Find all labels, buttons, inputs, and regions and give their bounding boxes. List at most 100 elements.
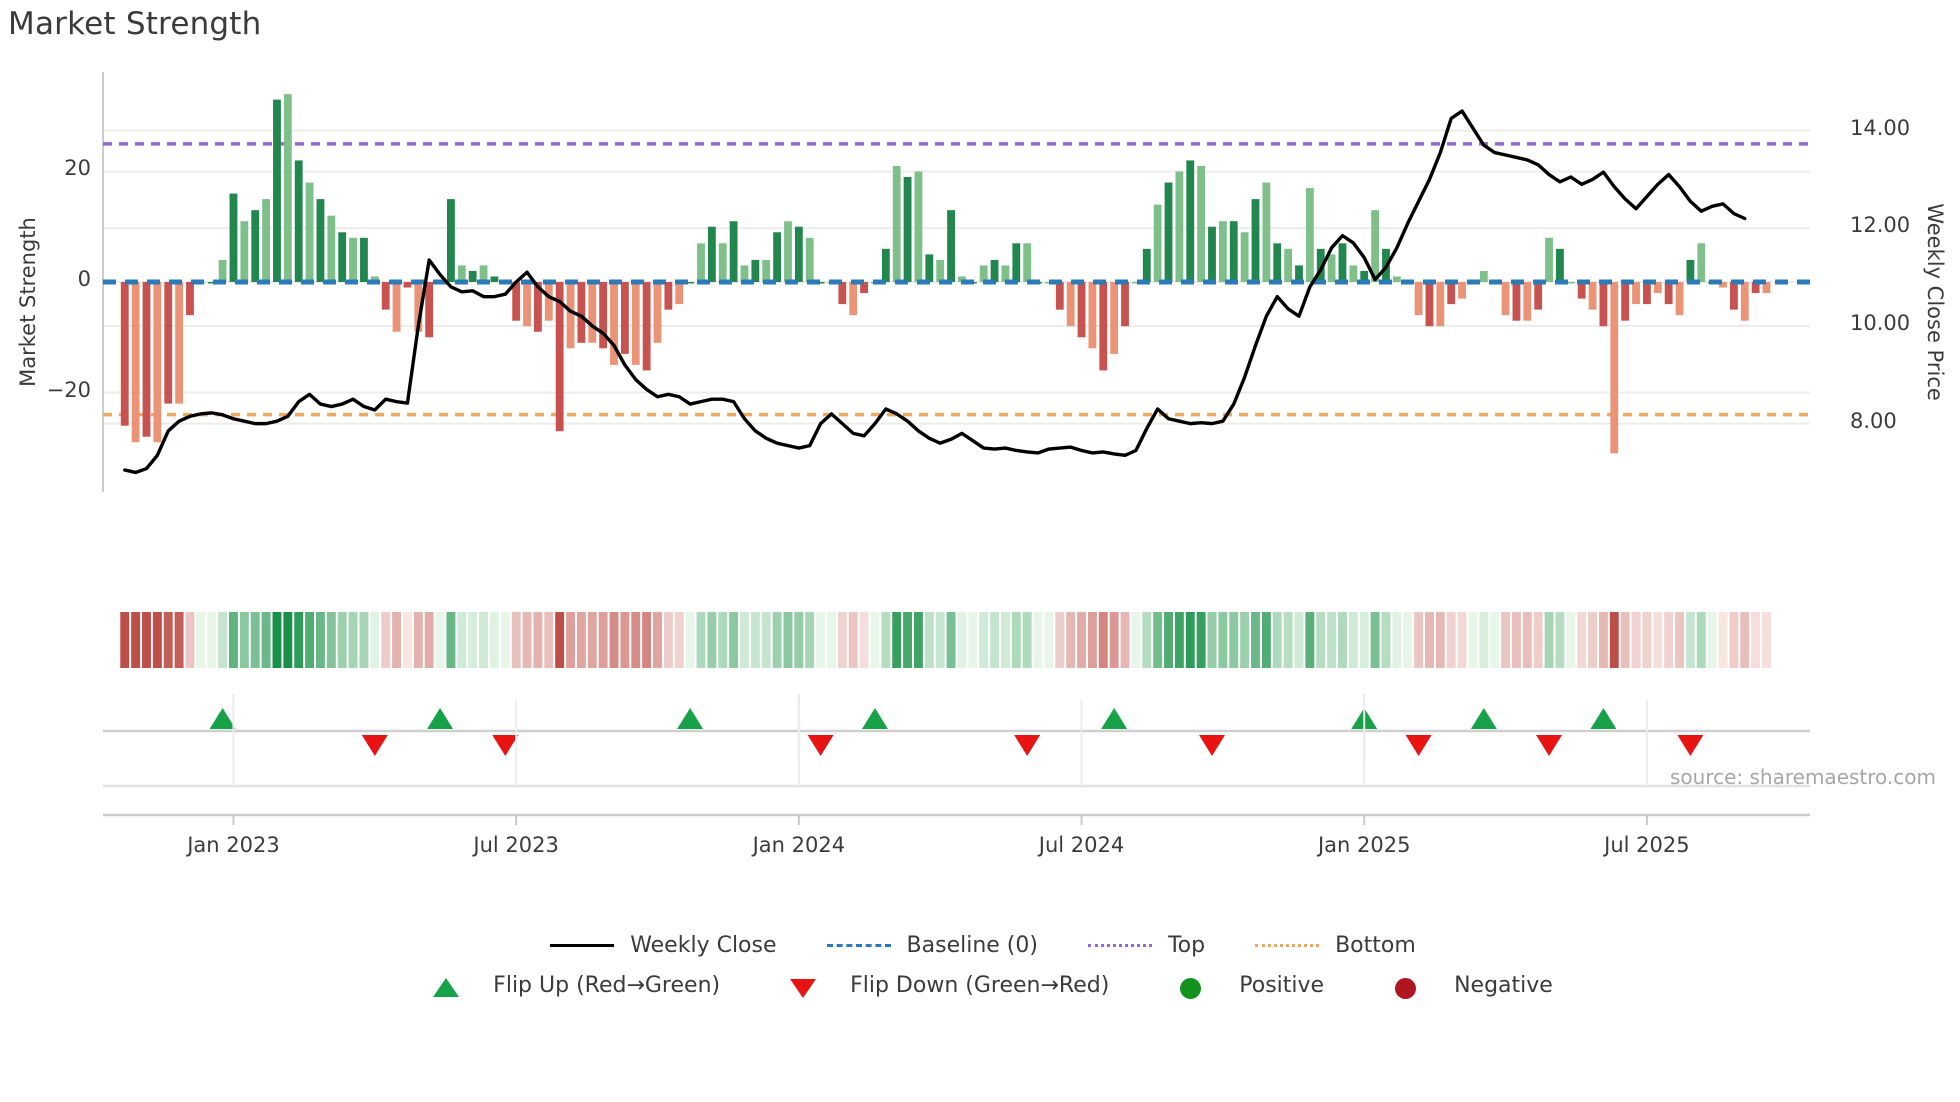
strength-bar xyxy=(349,237,357,282)
legend-label: Flip Down (Green→Red) xyxy=(850,972,1110,998)
strength-bar xyxy=(153,282,162,443)
heatmap-cell xyxy=(827,612,836,668)
flip-down-marker[interactable] xyxy=(1014,735,1041,756)
heatmap-cell xyxy=(1196,612,1206,668)
heatmap-cell xyxy=(402,612,412,668)
dotted-line-swatch-icon xyxy=(1249,930,1325,960)
strength-bar xyxy=(1164,182,1173,282)
strength-bar xyxy=(979,265,988,282)
strength-bar xyxy=(577,282,586,343)
strength-bar xyxy=(1023,243,1032,282)
flip-down-marker[interactable] xyxy=(1199,735,1226,756)
heatmap-cell xyxy=(1142,612,1152,668)
heatmap-cell xyxy=(859,612,869,668)
heatmap-cell xyxy=(913,612,923,668)
strength-bar xyxy=(881,248,890,282)
flip-down-marker[interactable] xyxy=(1536,735,1563,756)
legend-item-flip-down[interactable]: Flip Down (Green→Red) xyxy=(764,965,1109,1005)
legend-item-positive[interactable]: Positive xyxy=(1153,965,1324,1005)
heatmap-cell xyxy=(120,612,130,668)
legend-item-negative[interactable]: Negative xyxy=(1368,965,1553,1005)
strength-bar xyxy=(697,243,705,282)
flip-up-marker[interactable] xyxy=(427,708,454,729)
flip-down-marker[interactable] xyxy=(1677,735,1704,756)
strength-bar xyxy=(610,282,618,365)
strength-bar xyxy=(1338,243,1347,282)
heatmap-cell xyxy=(1000,612,1010,668)
strength-bar xyxy=(1316,248,1325,282)
strength-bar xyxy=(566,282,575,349)
flip-down-marker[interactable] xyxy=(807,735,834,756)
legend-item-bottom[interactable]: Bottom xyxy=(1249,925,1416,965)
heatmap-cell xyxy=(1305,612,1315,668)
heatmap-cell xyxy=(185,612,195,668)
flip-up-marker[interactable] xyxy=(1470,708,1497,729)
strength-bar xyxy=(1458,282,1466,299)
strength-bar xyxy=(1012,243,1021,282)
flip-up-marker[interactable] xyxy=(677,708,704,729)
strength-bar xyxy=(936,259,945,282)
legend-item-baseline[interactable]: Baseline (0) xyxy=(821,925,1038,965)
heatmap-cell xyxy=(305,612,315,668)
legend-item-weekly-close[interactable]: Weekly Close xyxy=(544,925,777,965)
heatmap-cell xyxy=(424,612,434,668)
heatmap-cell xyxy=(1044,612,1054,668)
circle-red-icon xyxy=(1368,970,1444,1000)
date-axis-tick-label: Jan 2025 xyxy=(1317,833,1411,857)
heatmap-cell xyxy=(892,612,902,668)
strength-bar xyxy=(620,282,629,354)
strength-bar xyxy=(599,282,608,349)
strength-bar xyxy=(1305,188,1314,282)
heatmap-cell xyxy=(1098,612,1108,668)
date-axis-tick-label: Jul 2025 xyxy=(1604,833,1690,857)
strength-bar xyxy=(805,237,814,282)
line-swatch-icon xyxy=(544,930,620,960)
market-strength-plot xyxy=(102,72,1810,825)
strength-bar xyxy=(1240,232,1249,282)
heatmap-cell xyxy=(1501,612,1511,668)
heatmap-cell xyxy=(239,612,249,668)
heatmap-cell xyxy=(1077,612,1086,668)
heatmap-cell xyxy=(142,612,151,668)
strength-bar xyxy=(1664,282,1673,305)
flip-up-marker[interactable] xyxy=(209,708,236,729)
strength-bar xyxy=(892,165,901,282)
strength-bar xyxy=(1273,243,1282,282)
strength-bar xyxy=(490,276,499,282)
heatmap-cell xyxy=(1403,612,1413,668)
bars-group xyxy=(120,94,1771,454)
circle-green-icon xyxy=(1153,970,1229,1000)
strength-bar xyxy=(849,282,858,316)
heatmap-cell xyxy=(761,612,771,668)
strength-bar xyxy=(664,282,673,310)
heatmap-cell xyxy=(381,612,391,668)
heatmap-cell xyxy=(837,612,847,668)
legend-item-flip-up[interactable]: Flip Up (Red→Green) xyxy=(407,965,720,1005)
strength-bar xyxy=(1599,282,1608,327)
flip-down-marker[interactable] xyxy=(1405,735,1432,756)
heatmap-cell xyxy=(1294,612,1304,668)
strength-bar xyxy=(207,282,216,284)
flip-down-marker[interactable] xyxy=(492,735,519,756)
strength-bar xyxy=(1697,243,1706,282)
heatmap-cell xyxy=(315,612,325,668)
heatmap-cell xyxy=(1207,612,1217,668)
strength-bar xyxy=(131,282,140,443)
heatmap-cell xyxy=(1240,612,1250,668)
heatmap-cell xyxy=(1120,612,1130,668)
heatmap-cell xyxy=(1033,612,1043,668)
dashed-line-swatch-icon xyxy=(821,930,897,960)
heatmap-cell xyxy=(348,612,358,668)
strength-bar xyxy=(1088,282,1097,349)
flip-up-marker[interactable] xyxy=(1590,708,1617,729)
heatmap-cell xyxy=(283,612,293,668)
heatmap-cell xyxy=(544,612,554,668)
flip-up-marker[interactable] xyxy=(1101,708,1128,729)
legend-item-top[interactable]: Top xyxy=(1082,925,1205,965)
flip-up-marker[interactable] xyxy=(861,708,888,729)
heatmap-cell xyxy=(1316,612,1326,668)
flip-down-marker[interactable] xyxy=(361,735,388,756)
heatmap-strip xyxy=(120,612,1771,668)
heatmap-cell xyxy=(1131,612,1141,668)
